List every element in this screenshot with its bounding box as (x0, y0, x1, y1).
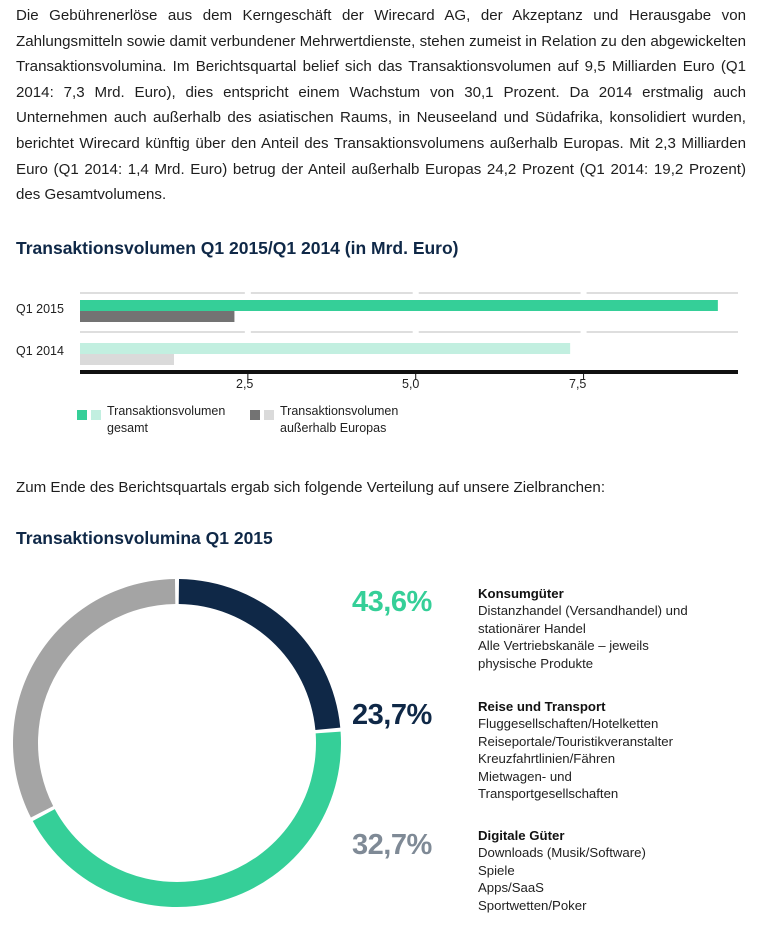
category-item: Downloads (Musik/Software) (478, 845, 646, 861)
legend-line: gesamt (107, 420, 148, 435)
category-item: Reiseportale/Touristikveranstalter (478, 733, 673, 749)
x-tick-label: 5,0 (402, 377, 420, 391)
donut-chart-title: Transaktionsvolumina Q1 2015 (16, 528, 273, 548)
x-axis-line (80, 370, 738, 374)
category-item: Spiele (478, 862, 515, 878)
category-title: Digitale Güter (478, 828, 565, 843)
share-travel-transport: 23,7% (352, 699, 432, 731)
bar (80, 300, 718, 311)
donut-slice (178, 579, 341, 730)
category-title: Konsumgüter (478, 586, 564, 601)
bar (80, 311, 235, 322)
bar (80, 354, 174, 365)
bar-category-label: Q1 2015 (16, 302, 64, 316)
category-item: Kreuzfahrtlinien/Fähren (478, 751, 616, 767)
legend-entry-outside-europe: Transaktionsvolumen außerhalb Europas (280, 403, 398, 436)
legend-line: Transaktionsvolumen (107, 404, 226, 418)
share-consumer-goods: 43,6% (352, 586, 432, 618)
category-consumer-goods: Konsumgüter Distanzhandel (Versandhandel… (478, 585, 738, 672)
category-digital-goods: Digitale Güter Downloads (Musik/Software… (478, 827, 738, 914)
bar (80, 343, 571, 354)
category-item: Distanzhandel (Versandhandel) und (478, 603, 688, 619)
distribution-intro: Zum Ende des Berichtsquartals ergab sich… (16, 479, 606, 496)
bar-chart-title: Transaktionsvolumen Q1 2015/Q1 2014 (in … (16, 238, 459, 258)
category-item: physische Produkte (478, 655, 594, 671)
legend-swatch-total-q1-2015 (77, 410, 87, 420)
bar-category-label: Q1 2014 (16, 344, 64, 358)
bar-chart (80, 292, 738, 380)
category-item: Sportwetten/Poker (478, 897, 587, 913)
x-tick-label: 2,5 (236, 377, 254, 391)
legend-swatch-total-q1-2014 (91, 410, 101, 420)
legend-swatch-outside-q1-2014 (264, 410, 274, 420)
legend-line: außerhalb Europas (280, 420, 387, 435)
category-item: stationärer Handel (478, 620, 586, 636)
category-title: Reise und Transport (478, 699, 606, 714)
category-item: Transportgesellschaften (478, 786, 619, 802)
category-item: Alle Vertriebskanäle – jeweils (478, 638, 649, 654)
legend-entry-total: Transaktionsvolumen gesamt (107, 403, 225, 436)
x-tick-label: 7,5 (569, 377, 587, 391)
intro-paragraph: Die Gebührenerlöse aus dem Kerngeschäft … (16, 7, 746, 204)
category-travel-transport: Reise und Transport Fluggesellschaften/H… (478, 698, 738, 802)
category-item: Apps/SaaS (478, 880, 544, 896)
share-digital-goods: 32,7% (352, 829, 432, 861)
category-item: Fluggesellschaften/Hotelketten (478, 716, 659, 732)
category-item: Mietwagen- und (478, 768, 572, 784)
donut-slice (13, 579, 176, 818)
donut-slice (32, 731, 342, 907)
legend-swatch-outside-q1-2015 (250, 410, 260, 420)
legend-line: Transaktionsvolumen (280, 404, 399, 418)
